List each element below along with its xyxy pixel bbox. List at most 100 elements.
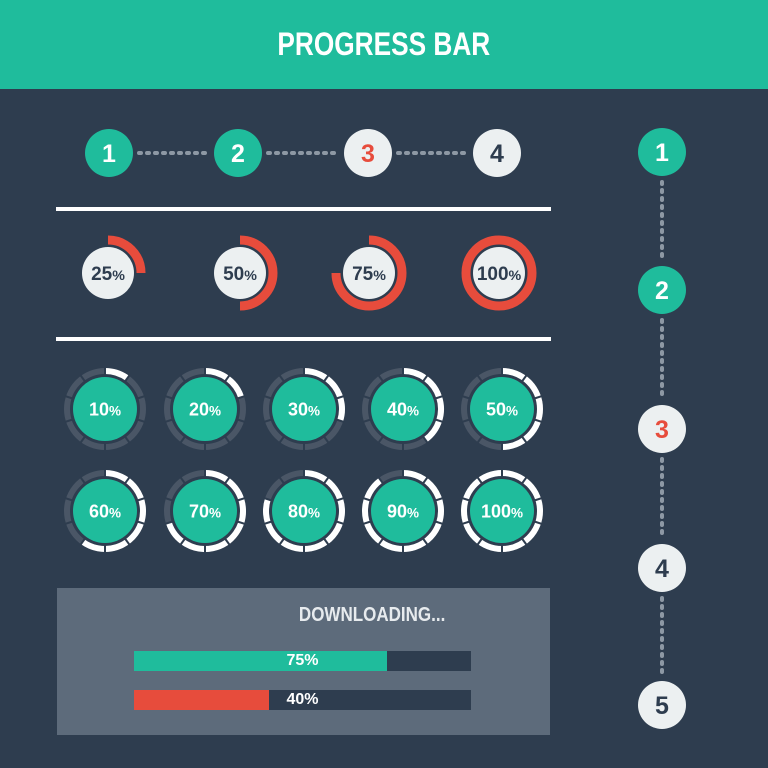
ring-segment-gap (64, 497, 73, 502)
ring-segment-gap (323, 537, 330, 546)
ring-segment-gap (323, 476, 330, 485)
ring-segment-gap (521, 435, 528, 444)
ring-segment-gap (179, 374, 186, 383)
vstep-5-circle (638, 681, 686, 729)
ring-segment-gap (237, 520, 246, 525)
green-ring-100-label: 100% (481, 501, 523, 521)
red-ring-100-arc (461, 235, 537, 311)
ring-segment-gap (534, 497, 543, 502)
green-ring-60-label: 60% (89, 501, 121, 521)
ring-segment-gap (278, 476, 285, 485)
green-ring-90-label: 90% (387, 501, 419, 521)
ring-segment-gap (435, 497, 444, 502)
green-ring-100-disc (470, 479, 534, 543)
ring-segment-gap (164, 520, 173, 525)
ring-segment-gap (377, 435, 384, 444)
ring-segment-gap (422, 435, 429, 444)
ring-segment-gap (164, 418, 173, 423)
ring-segment-gap (224, 476, 231, 485)
hstep-1-label: 1 (102, 140, 116, 168)
red-ring-75-label: 75% (352, 264, 386, 285)
divider-middle (56, 337, 551, 341)
ring-segment-gap (164, 497, 173, 502)
ring-segment-gap (461, 497, 470, 502)
green-ring-50-arc (501, 368, 543, 450)
ring-segment-gap (224, 537, 231, 546)
ring-segment-gap (377, 476, 384, 485)
hstep-4-label: 4 (490, 140, 504, 168)
red-ring-50-arc (239, 235, 278, 311)
vstep-1-label: 1 (655, 139, 669, 167)
red-ring-50-label: 50% (223, 264, 257, 285)
green-ring-40-label: 40% (387, 399, 419, 419)
ring-segment-gap (237, 418, 246, 423)
vstep-4-circle (638, 544, 686, 592)
ring-segment-gap (224, 435, 231, 444)
ring-segment-gap (64, 520, 73, 525)
green-ring-40-disc (371, 377, 435, 441)
red-ring-25-disc (82, 247, 134, 299)
ring-segment-gap (179, 435, 186, 444)
ring-segment-gap (137, 497, 146, 502)
red-ring-25-label: 25% (91, 264, 125, 285)
ring-segment-gap (476, 476, 483, 485)
ring-segment-gap (137, 395, 146, 400)
ring-segment-gap (278, 435, 285, 444)
green-ring-90-arc (362, 470, 444, 552)
green-ring-10-label: 10% (89, 399, 121, 419)
ring-segment-gap (435, 395, 444, 400)
ring-segment-gap (336, 497, 345, 502)
ring-segment-gap (476, 537, 483, 546)
hstep-2-circle (214, 129, 262, 177)
green-ring-30-disc (272, 377, 336, 441)
ring-segment-gap (362, 520, 371, 525)
download-bar-1-fill (134, 651, 387, 671)
green-ring-70-label: 70% (189, 501, 221, 521)
ring-segment-gap (164, 395, 173, 400)
red-ring-75-arc (331, 235, 407, 311)
ring-segment-gap (79, 537, 86, 546)
ring-segment-gap (137, 418, 146, 423)
vstep-2-circle (638, 266, 686, 314)
red-ring-100-label: 100% (477, 264, 522, 285)
download-bar-2-fill (134, 690, 269, 710)
ring-segment-gap (422, 537, 429, 546)
ring-segment-gap (224, 374, 231, 383)
green-ring-30-arc (303, 368, 345, 422)
ring-segment-gap (521, 476, 528, 485)
ring-segment-gap (377, 374, 384, 383)
ring-segment-gap (534, 418, 543, 423)
ring-segment-gap (435, 520, 444, 525)
download-bar-2-label: 40% (286, 691, 319, 708)
ring-segment-gap (377, 537, 384, 546)
ring-segment-gap (323, 435, 330, 444)
vstep-3-circle (638, 405, 686, 453)
vstep-1-circle (638, 128, 686, 176)
ring-segment-gap (534, 395, 543, 400)
ring-segment-gap (461, 520, 470, 525)
hstep-1-circle (85, 129, 133, 177)
ring-segment-gap (263, 395, 272, 400)
green-ring-70-disc (173, 479, 237, 543)
green-ring-30-label: 30% (288, 399, 320, 419)
green-ring-90-disc (371, 479, 435, 543)
green-ring-20-disc (173, 377, 237, 441)
green-ring-10-disc (73, 377, 137, 441)
ring-segment-gap (237, 497, 246, 502)
ring-segment-gap (79, 435, 86, 444)
ring-segment-gap (263, 418, 272, 423)
red-ring-100-disc (473, 247, 525, 299)
red-ring-25-arc (107, 235, 146, 274)
ring-segment-gap (79, 476, 86, 485)
ring-segment-gap (461, 395, 470, 400)
ring-segment-gap (336, 395, 345, 400)
vstep-5-label: 5 (655, 692, 669, 720)
ring-segment-gap (263, 520, 272, 525)
ring-segment-gap (137, 520, 146, 525)
download-bar-1-label: 75% (286, 652, 319, 669)
ring-segment-gap (362, 497, 371, 502)
page-title: PROGRESS BAR (277, 26, 491, 62)
hstep-3-circle (344, 129, 392, 177)
download-bar-2: 40% (134, 690, 471, 710)
